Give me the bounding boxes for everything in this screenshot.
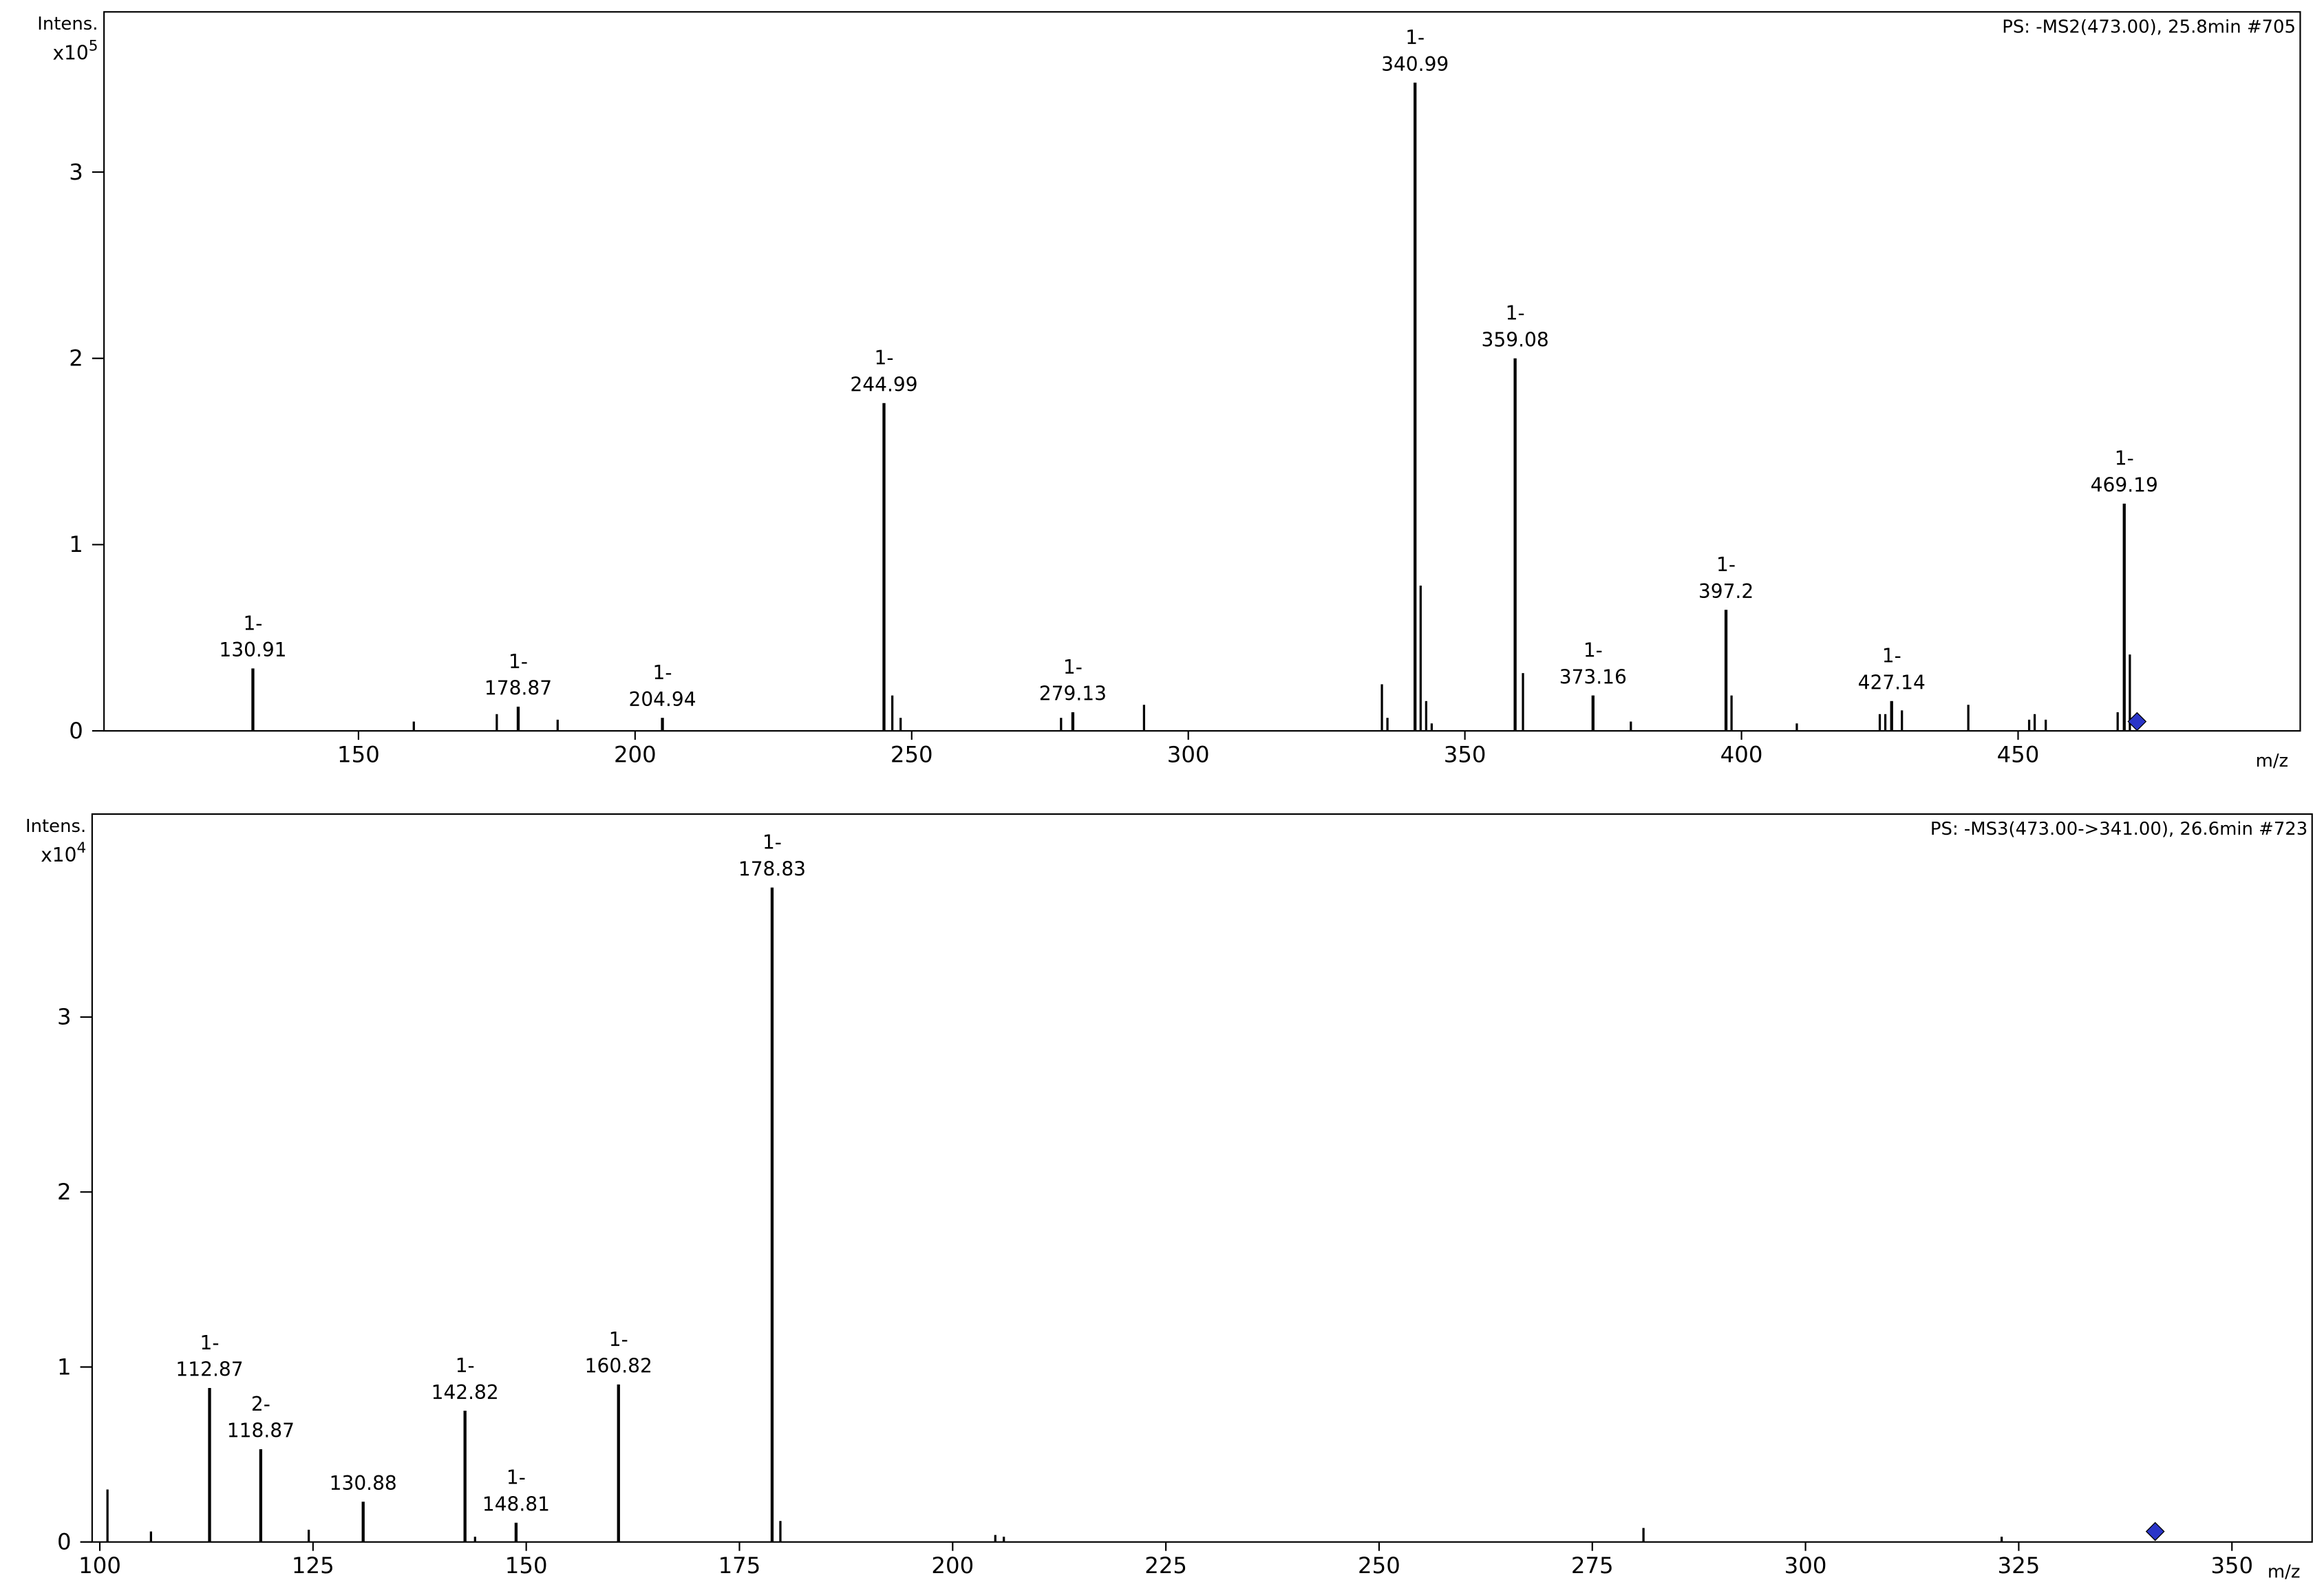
x-tick-label: 300 [1167, 741, 1210, 767]
corner-text: PS: -MS2(473.00), 25.8min #705 [2002, 17, 2296, 37]
peak-mz-label: 359.08 [1482, 328, 1549, 351]
peak-mz-label: 148.81 [482, 1493, 550, 1516]
y-scale-base: x10 [41, 844, 76, 866]
peak-charge-label: 1- [200, 1332, 220, 1354]
precursor-marker [2145, 1521, 2165, 1541]
x-tick-label: 200 [931, 1552, 974, 1579]
y-scale-exponent: 4 [76, 840, 86, 857]
peak-mz-label: 279.13 [1039, 683, 1107, 705]
y-tick-label: 2 [57, 1179, 72, 1205]
y-tick-label: 2 [69, 345, 83, 372]
peak-charge-label: 1- [243, 612, 262, 634]
y-tick-label: 0 [69, 718, 83, 744]
y-tick-label: 1 [69, 531, 83, 557]
x-tick-label: 350 [1444, 741, 1486, 767]
x-tick-label: 250 [1358, 1552, 1400, 1579]
peak-mz-label: 130.91 [219, 639, 286, 661]
peak-mz-label: 112.87 [175, 1358, 243, 1381]
x-tick-label: 400 [1720, 741, 1763, 767]
peak-charge-label: 1- [1063, 656, 1083, 679]
x-tick-label: 300 [1784, 1552, 1827, 1579]
x-tick-label: 250 [891, 741, 933, 767]
peak-charge-label: 1- [1584, 639, 1603, 662]
x-tick-label: 225 [1144, 1552, 1187, 1579]
x-tick-label: 175 [718, 1552, 761, 1579]
peak-charge-label: 1- [509, 650, 528, 673]
x-tick-label: 125 [292, 1552, 334, 1579]
y-scale-base: x10 [52, 41, 88, 64]
peak-charge-label: 1- [875, 347, 894, 370]
peak-charge-label: 1- [1882, 645, 1901, 668]
x-tick-label: 325 [1998, 1552, 2040, 1579]
plot-frame [91, 813, 2313, 1543]
x-tick-label: 200 [614, 741, 657, 767]
peak-mz-label: 118.87 [227, 1420, 295, 1442]
corner-text: PS: -MS3(473.00->341.00), 26.6min #723 [1930, 819, 2307, 840]
peak-charge-label: 1- [1716, 553, 1736, 576]
x-tick-label: 450 [1997, 741, 2040, 767]
peak-charge-label: 1- [1405, 26, 1425, 49]
x-tick-label: 275 [1571, 1552, 1614, 1579]
y-scale-exponent: 5 [89, 37, 98, 54]
x-axis-label: m/z [2256, 751, 2289, 771]
y-axis-label: Intens. [37, 14, 98, 34]
x-tick-label: 150 [337, 741, 380, 767]
peak-mz-label: 178.87 [484, 677, 552, 700]
peak-mz-label: 244.99 [850, 373, 917, 396]
x-axis-label: m/z [2268, 1562, 2301, 1583]
x-tick-label: 350 [2210, 1552, 2253, 1579]
peak-mz-label: 340.99 [1381, 53, 1449, 76]
peak-mz-label: 142.82 [431, 1381, 499, 1404]
y-scale: x104 [41, 840, 86, 866]
peak-charge-label: 1- [653, 661, 672, 684]
peak-mz-label: 469.19 [2091, 474, 2158, 497]
peak-mz-label: 373.16 [1559, 665, 1627, 688]
peak-charge-label: 1- [507, 1466, 526, 1489]
peak-mz-label: 130.88 [330, 1472, 397, 1495]
precursor-marker [2127, 712, 2147, 732]
peak-mz-label: 397.2 [1698, 580, 1753, 603]
x-tick-label: 100 [78, 1552, 121, 1579]
y-axis-label: Intens. [25, 816, 86, 837]
peak-mz-label: 160.82 [585, 1355, 652, 1378]
y-tick-label: 0 [57, 1529, 72, 1555]
peak-charge-label: 1- [763, 831, 782, 854]
y-tick-label: 1 [57, 1354, 72, 1380]
peak-charge-label: 2- [251, 1393, 270, 1416]
peak-charge-label: 1- [609, 1328, 628, 1351]
plot-frame [103, 11, 2301, 732]
y-scale: x105 [52, 37, 98, 64]
peak-charge-label: 1- [2115, 447, 2134, 470]
y-tick-label: 3 [69, 159, 83, 185]
peak-mz-label: 427.14 [1858, 672, 1926, 694]
y-tick-label: 3 [57, 1004, 72, 1030]
peak-charge-label: 1- [1506, 302, 1525, 325]
x-tick-label: 150 [505, 1552, 548, 1579]
peak-mz-label: 178.83 [738, 858, 806, 881]
peak-charge-label: 1- [456, 1354, 475, 1377]
peak-mz-label: 204.94 [628, 688, 696, 711]
